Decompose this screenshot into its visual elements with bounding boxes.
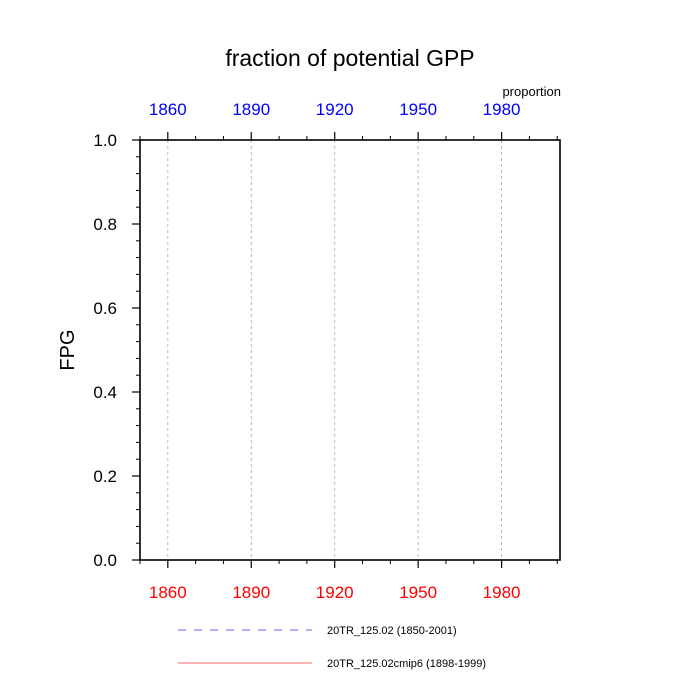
x-tick-label-top: 1980 bbox=[483, 100, 521, 119]
axis-ticks bbox=[132, 132, 558, 568]
y-tick-label: 0.4 bbox=[93, 383, 117, 402]
x-tick-label-top: 1950 bbox=[399, 100, 437, 119]
legend-label: 20TR_125.02cmip6 (1898-1999) bbox=[327, 658, 486, 670]
x-tick-label-top: 1890 bbox=[232, 100, 270, 119]
y-tick-label: 0.8 bbox=[93, 215, 117, 234]
y-tick-label: 0.6 bbox=[93, 299, 117, 318]
legend: 20TR_125.02 (1850-2001) 20TR_125.02cmip6 … bbox=[178, 625, 486, 670]
x-tick-label-bottom: 1980 bbox=[483, 583, 521, 602]
x-tick-label-bottom: 1920 bbox=[316, 583, 354, 602]
x-tick-label-top: 1860 bbox=[149, 100, 187, 119]
y-tick-label: 0.2 bbox=[93, 467, 117, 486]
y-tick-label: 0.0 bbox=[93, 551, 117, 570]
x-tick-label-bottom: 1890 bbox=[232, 583, 270, 602]
x-tick-label-bottom: 1950 bbox=[399, 583, 437, 602]
plot-frame bbox=[139, 139, 561, 561]
tick-labels: 1860 1860 1890 1890 1920 1920 1950 1950 1980 1980… bbox=[93, 100, 520, 602]
y-axis-label: FPG bbox=[57, 329, 79, 370]
units-label: proportion bbox=[502, 84, 561, 99]
x-tick-label-top: 1920 bbox=[316, 100, 354, 119]
grid-lines bbox=[167, 140, 502, 560]
y-tick-label: 1.0 bbox=[93, 131, 117, 150]
legend-label: 20TR_125.02 (1850-2001) bbox=[327, 625, 457, 637]
x-tick-label-bottom: 1860 bbox=[149, 583, 187, 602]
chart-title: fraction of potential GPP bbox=[225, 45, 474, 71]
